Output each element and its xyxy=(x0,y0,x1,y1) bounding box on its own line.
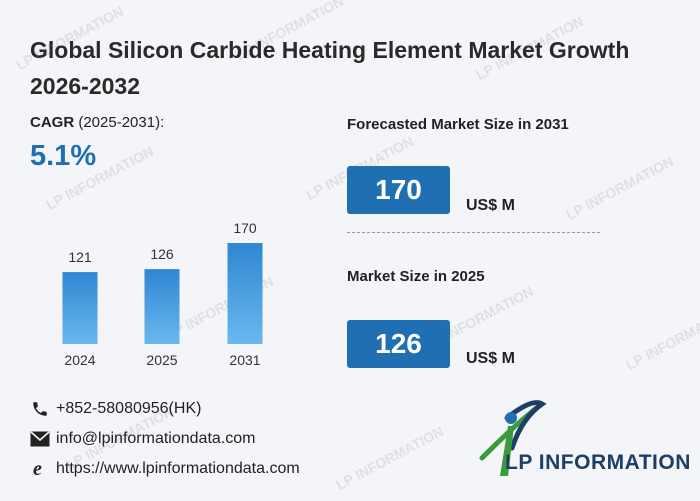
contact-website: e https://www.lpinformationdata.com xyxy=(30,459,300,479)
contact-email: info@lpinformationdata.com xyxy=(30,429,255,449)
logo-text: LP INFORMATION xyxy=(505,451,691,474)
contact-phone: +852-58080956(HK) xyxy=(30,399,201,419)
bar-value-label: 121 xyxy=(68,249,92,265)
current-unit: US$ M xyxy=(466,350,515,367)
category-label: 2031 xyxy=(229,352,260,368)
cagr-label-bold: CAGR xyxy=(30,114,75,131)
forecast-unit: US$ M xyxy=(466,197,515,214)
bar-2024 xyxy=(62,272,98,344)
phone-text: +852-58080956(HK) xyxy=(56,400,202,417)
envelope-icon xyxy=(30,429,50,449)
bar-2025 xyxy=(144,269,180,344)
phone-icon xyxy=(30,399,50,419)
cagr-value: 5.1% xyxy=(30,140,97,172)
email-link[interactable]: info@lpinformationdata.com xyxy=(56,430,256,447)
category-label: 2024 xyxy=(64,352,95,368)
browser-e-icon: e xyxy=(30,459,50,479)
current-label: Market Size in 2025 xyxy=(347,268,485,285)
cagr-label: CAGR (2025-2031): xyxy=(30,114,164,131)
category-label: 2025 xyxy=(146,352,177,368)
lp-information-logo-icon xyxy=(479,400,547,476)
current-value-box: 126 xyxy=(347,320,450,368)
bar-value-label: 170 xyxy=(233,220,257,236)
svg-text:e: e xyxy=(33,459,42,479)
bar-value-label: 126 xyxy=(150,246,174,262)
website-link[interactable]: https://www.lpinformationdata.com xyxy=(56,460,300,477)
forecast-value-box: 170 xyxy=(347,166,450,214)
bar-2031 xyxy=(227,243,263,344)
cagr-label-period: (2025-2031): xyxy=(74,114,165,131)
page-title: Global Silicon Carbide Heating Element M… xyxy=(30,37,630,99)
forecast-label: Forecasted Market Size in 2031 xyxy=(347,116,569,133)
divider xyxy=(347,232,600,233)
